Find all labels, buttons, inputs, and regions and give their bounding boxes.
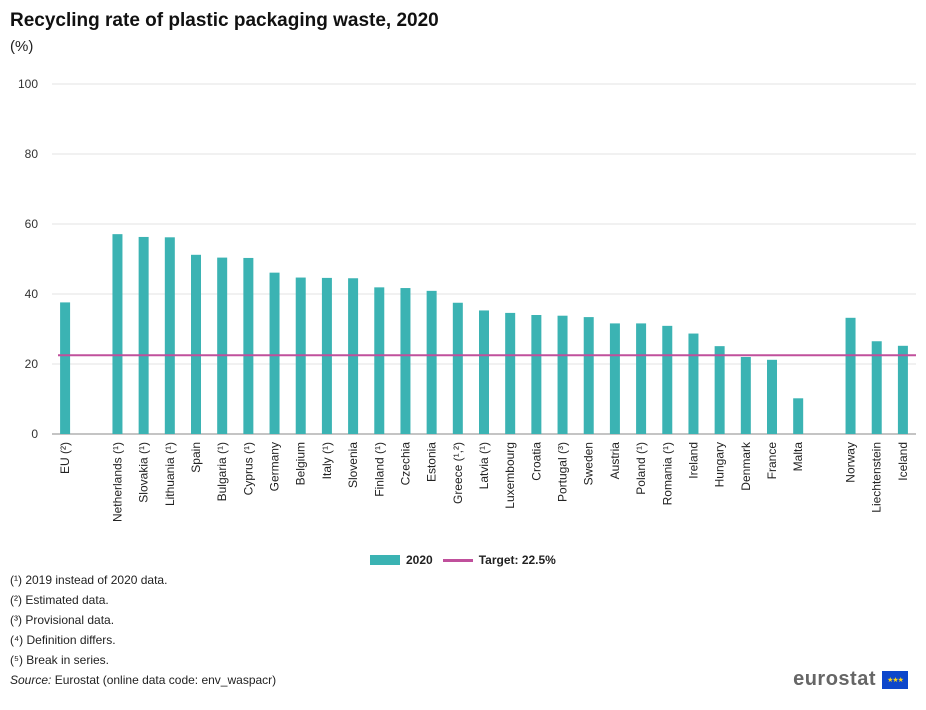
legend-label-2020: 2020 (406, 553, 433, 567)
legend: 2020 Target: 22.5% (370, 553, 556, 567)
bar (479, 310, 489, 434)
chart-title: Recycling rate of plastic packaging wast… (10, 10, 439, 31)
y-tick-label: 100 (18, 77, 38, 91)
logo-wordmark: eurostat (793, 668, 876, 690)
bar (740, 357, 751, 434)
unit-label: (%) (10, 38, 34, 55)
bar (243, 257, 254, 434)
bar (636, 323, 647, 434)
x-tick-label: Luxembourg (503, 442, 517, 509)
x-tick-label: Latvia (¹) (477, 442, 491, 489)
footnotes: (¹) 2019 instead of 2020 data. (²) Estim… (10, 570, 276, 690)
bar (112, 234, 123, 434)
x-tick-label: Bulgaria (¹) (215, 442, 229, 501)
y-tick-label: 60 (25, 217, 39, 231)
source-text: Eurostat (online data code: env_waspacr) (51, 673, 277, 687)
bar (688, 333, 699, 434)
x-tick-label: Italy (¹) (320, 442, 334, 479)
legend-item-2020: 2020 (370, 553, 433, 567)
x-tick-label: Lithuania (¹) (163, 442, 177, 506)
footnote-1: (¹) 2019 instead of 2020 data. (10, 573, 168, 587)
y-axis-ticks: 0 20 40 60 80 100 (18, 77, 38, 441)
footnote-2: (²) Estimated data. (10, 593, 109, 607)
x-tick-label: Slovakia (¹) (137, 442, 151, 503)
x-tick-label: Hungary (713, 442, 727, 487)
x-tick-label: Malta (791, 442, 805, 472)
footnote-3: (³) Provisional data. (10, 613, 115, 627)
bar (217, 257, 228, 434)
bar (897, 345, 908, 434)
source-label: Source: (10, 673, 52, 687)
x-tick-label: Finland (¹) (372, 442, 386, 497)
x-tick-label: Romania (¹) (660, 442, 674, 505)
bar (662, 325, 673, 434)
x-tick-label: Ireland (686, 442, 700, 479)
y-tick-label: 40 (25, 287, 39, 301)
x-tick-label: Czechia (398, 442, 412, 486)
y-tick-label: 20 (25, 357, 39, 371)
bar (845, 317, 856, 434)
x-tick-label: Croatia (529, 442, 543, 481)
bar (767, 359, 777, 434)
bar (138, 236, 149, 434)
x-tick-label: Slovenia (346, 442, 360, 488)
bar (531, 315, 542, 434)
bar (714, 346, 725, 434)
x-tick-label: Belgium (294, 442, 308, 485)
footnote-4: (⁴) Definition differs. (10, 633, 116, 647)
bar (374, 287, 385, 434)
bar (505, 312, 516, 434)
legend-item-target: Target: 22.5% (442, 553, 556, 567)
legend-swatch-bar (370, 555, 400, 565)
bar (871, 341, 882, 434)
bar-chart: 0 20 40 60 80 100 EU (²) Netherlands (¹) Slovak… (18, 77, 916, 522)
x-tick-label: Liechtenstein (870, 442, 884, 513)
x-tick-label: Netherlands (¹) (110, 442, 124, 522)
eu-flag-icon: ★★★ (882, 670, 908, 689)
x-tick-label: Spain (189, 442, 203, 473)
x-tick-label: Poland (¹) (634, 442, 648, 495)
source-line: Source: Eurostat (online data code: env_… (10, 670, 276, 690)
y-tick-label: 0 (31, 427, 38, 441)
x-tick-label: Norway (844, 442, 858, 483)
x-tick-label: EU (²) (58, 442, 72, 474)
bar (609, 323, 620, 434)
bar (583, 317, 594, 434)
x-tick-label: Portugal (³) (556, 442, 570, 502)
legend-swatch-line (442, 558, 473, 562)
x-tick-label: Estonia (425, 442, 439, 482)
x-tick-label: Germany (268, 442, 282, 491)
x-tick-label: Cyprus (¹) (241, 442, 255, 495)
x-tick-label: France (765, 442, 779, 480)
y-tick-label: 80 (25, 147, 39, 161)
x-tick-label: Greece (¹,²) (451, 442, 465, 504)
bar (452, 302, 463, 434)
bar (269, 272, 280, 434)
eurostat-logo: eurostat ★★★ (793, 668, 908, 691)
x-tick-label: Iceland (896, 442, 910, 481)
x-tick-label: Sweden (582, 442, 596, 485)
bar (793, 398, 804, 434)
bar (60, 302, 71, 434)
bar (164, 237, 175, 434)
x-tick-label: Austria (608, 442, 622, 480)
bar (426, 290, 437, 434)
bar (191, 254, 201, 434)
legend-label-target: Target: 22.5% (478, 553, 556, 567)
bar (557, 315, 568, 434)
bar (400, 288, 411, 434)
bars (60, 234, 908, 434)
footnote-5: (⁵) Break in series. (10, 653, 109, 667)
x-axis-labels: EU (²) Netherlands (¹) Slovakia (¹) Lithuan… (58, 441, 910, 522)
x-tick-label: Denmark (739, 441, 753, 491)
